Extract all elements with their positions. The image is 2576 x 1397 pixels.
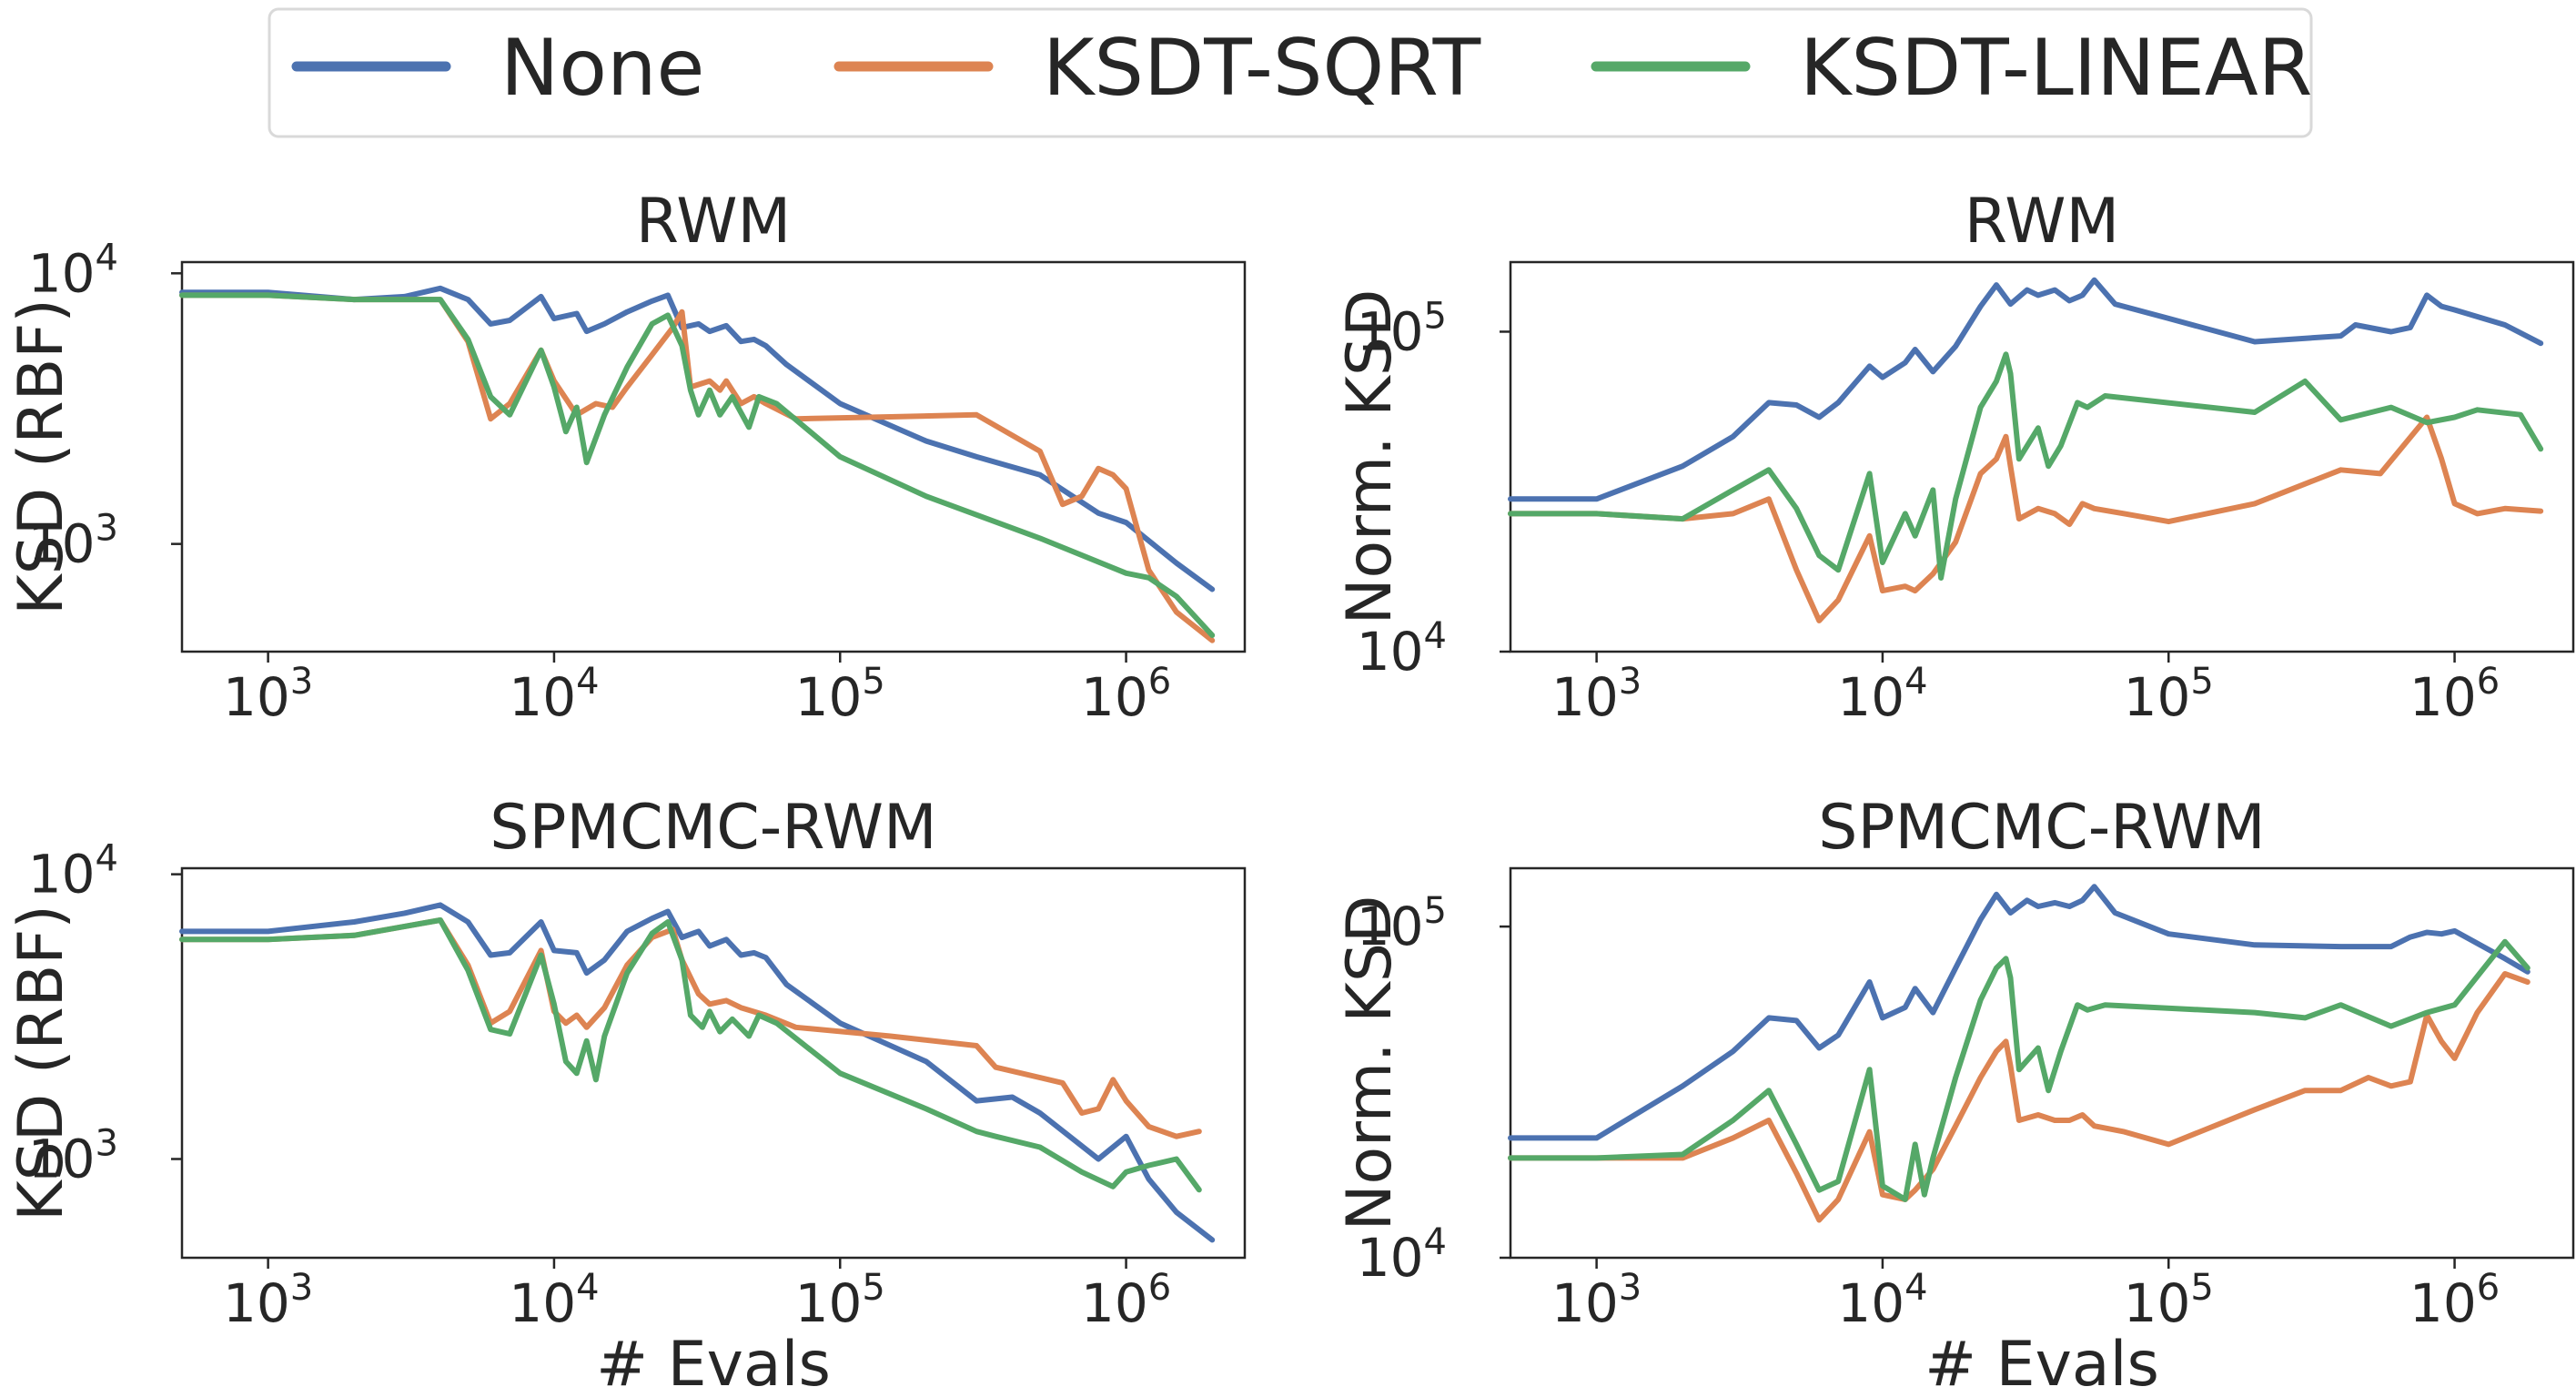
y-axis-label: KSD (RBF) [5, 299, 77, 615]
series-line-ksdt-sqrt [1508, 414, 2544, 623]
y-tick-label: 104 [1357, 1221, 1447, 1289]
legend-label-ksdt-linear: KSDT-LINEAR [1800, 23, 2312, 114]
y-axis-label: KSD (RBF) [5, 905, 77, 1221]
x-tick-label: 103 [1551, 661, 1642, 728]
panel-title: SPMCMC-RWM [1818, 792, 2265, 864]
legend-box [268, 7, 2313, 138]
x-tick-label: 104 [509, 661, 599, 728]
y-axis-label: Norm. KSD [1334, 896, 1406, 1231]
plot-frame [180, 866, 1247, 1260]
series-line-none [179, 285, 1216, 592]
plot-frame [180, 260, 1247, 653]
x-tick-label: 105 [2124, 1267, 2214, 1334]
x-tick-label: 106 [1081, 661, 1171, 728]
series-line-none [1508, 884, 2531, 1141]
y-tick-label: 104 [28, 237, 118, 304]
x-tick-label: 106 [1081, 1267, 1171, 1334]
x-axis-label: # Evals [1924, 1329, 2159, 1397]
series-line-ksdt-linear [179, 917, 1202, 1193]
x-tick-label: 104 [1837, 1267, 1927, 1334]
panel-title: RWM [636, 186, 791, 258]
series-line-ksdt-sqrt [179, 917, 1202, 1139]
y-tick-label: 104 [1357, 615, 1447, 683]
panel-bottom-right: SPMCMC-RWM Norm. KSD # Evals 103 104 105 106 10… [1334, 792, 2575, 1397]
legend-label-none: None [500, 23, 704, 114]
y-axis-label: Norm. KSD [1334, 289, 1406, 625]
series-line-none [1508, 277, 2544, 502]
series-line-ksdt-sqrt [1508, 971, 2531, 1223]
x-tick-label: 106 [2409, 661, 2500, 728]
series-line-ksdt-linear [179, 292, 1216, 638]
panel-title: RWM [1965, 186, 2119, 258]
x-tick-label: 103 [223, 1267, 313, 1334]
series-line-none [179, 902, 1216, 1243]
panel-top-right: RWM Norm. KSD 103 104 105 106 104 105 [1334, 186, 2575, 728]
panel-title: SPMCMC-RWM [490, 792, 936, 864]
series-line-ksdt-linear [1508, 938, 2531, 1202]
x-tick-label: 105 [2124, 661, 2214, 728]
plot-frame [1509, 260, 2575, 653]
legend-label-ksdt-sqrt: KSDT-SQRT [1043, 23, 1481, 114]
legend: None KSDT-SQRT KSDT-LINEAR [268, 7, 2313, 138]
panel-bottom-left: SPMCMC-RWM KSD (RBF) # Evals 103 104 105 106 10… [5, 792, 1247, 1397]
x-tick-label: 103 [223, 661, 313, 728]
series-line-ksdt-linear [1508, 351, 2544, 581]
y-tick-label: 103 [28, 1123, 118, 1190]
y-tick-label: 103 [28, 508, 118, 575]
x-tick-label: 103 [1551, 1267, 1642, 1334]
y-tick-label: 105 [1357, 890, 1447, 957]
x-tick-label: 105 [795, 661, 885, 728]
x-tick-label: 104 [509, 1267, 599, 1334]
y-tick-label: 104 [28, 838, 118, 906]
y-tick-label: 105 [1357, 295, 1447, 362]
x-tick-label: 105 [795, 1267, 885, 1334]
x-axis-label: # Evals [596, 1329, 831, 1397]
x-tick-label: 104 [1837, 661, 1927, 728]
legend-item-ksdt-sqrt: KSDT-SQRT [833, 23, 1481, 114]
legend-item-ksdt-linear: KSDT-LINEAR [1591, 23, 2312, 114]
legend-item-none: None [291, 23, 704, 114]
x-tick-label: 106 [2409, 1267, 2500, 1334]
series-line-ksdt-sqrt [179, 292, 1216, 643]
plot-frame [1509, 866, 2575, 1260]
